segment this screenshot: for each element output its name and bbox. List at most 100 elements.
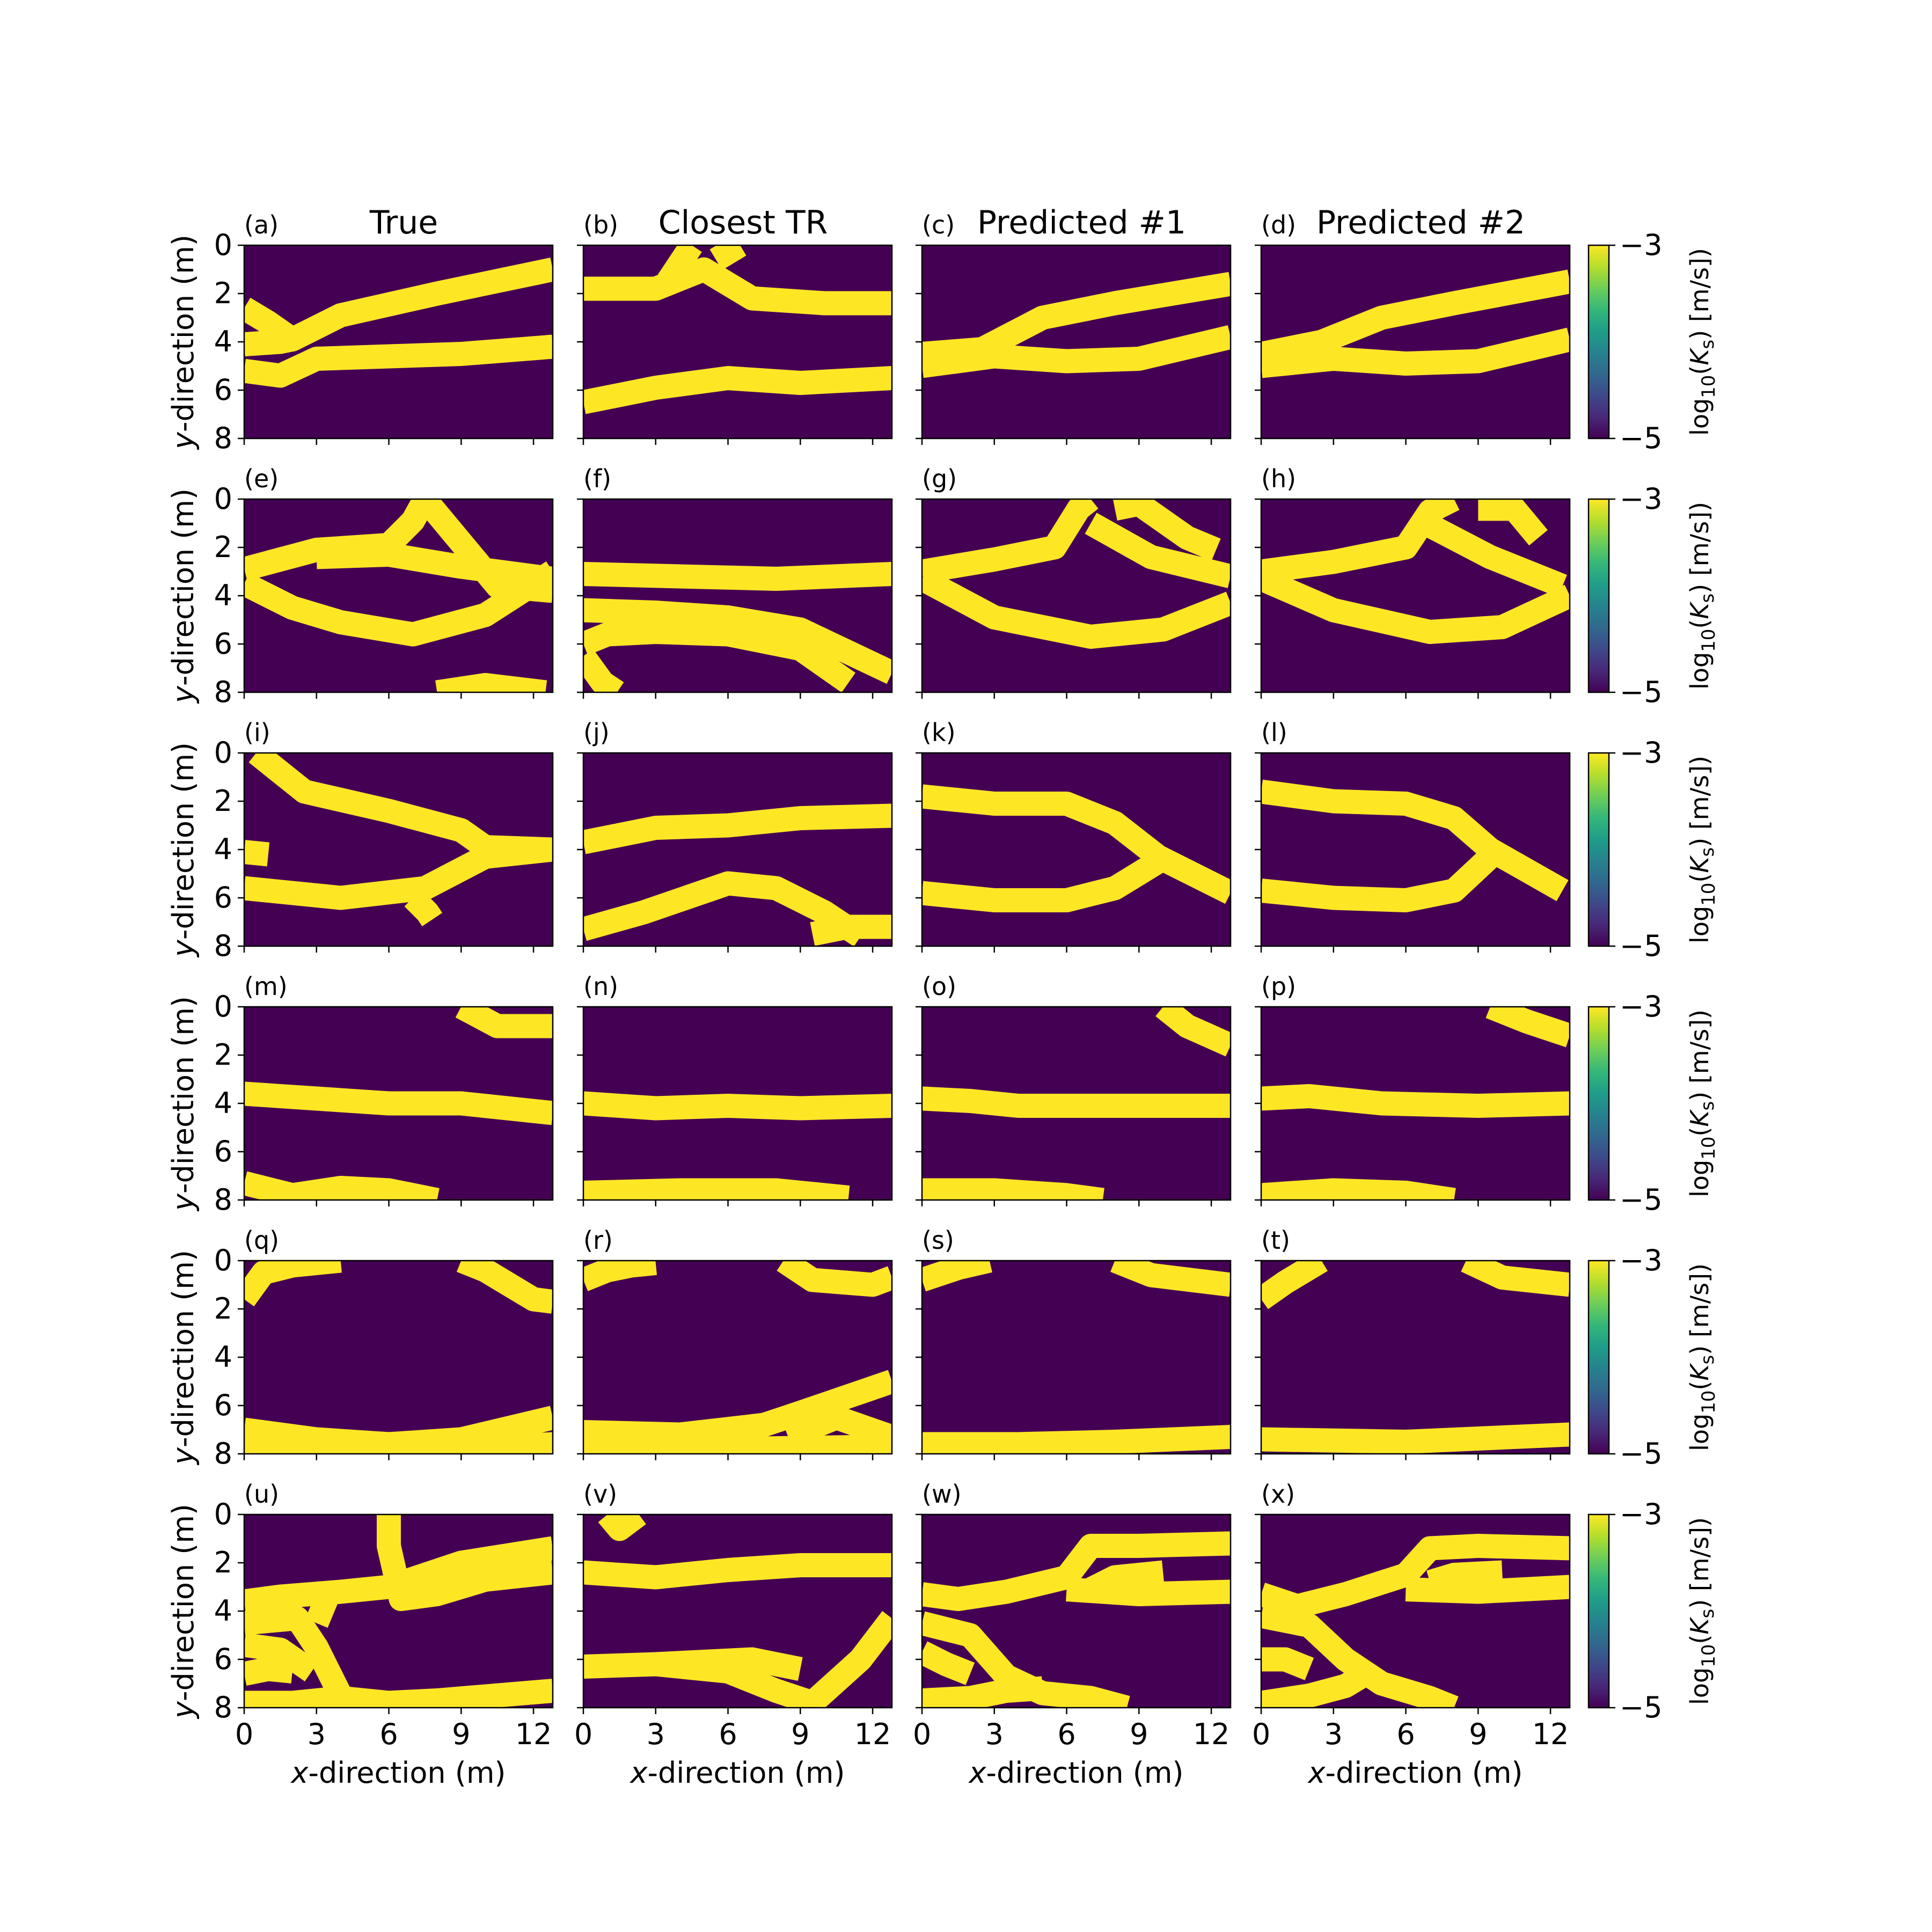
channel-mark: [1261, 499, 1460, 584]
channel-mark: [810, 914, 892, 946]
colorbar-label-part: log: [1685, 1160, 1714, 1197]
channel-mark: [244, 1633, 319, 1681]
panel-letter: (m): [244, 972, 288, 1001]
channel-group: [583, 1261, 892, 1454]
y-tick-label: 0: [214, 1497, 232, 1531]
panel-letter: (h): [1261, 464, 1296, 493]
channel-group: [583, 1514, 892, 1708]
colorbar-label-part: K: [1685, 1363, 1714, 1381]
channel-mark: [1478, 499, 1548, 546]
x-axis-label-text: -direction (m): [1325, 1756, 1523, 1790]
channel-mark: [1405, 1575, 1570, 1604]
channel-mark: [583, 803, 892, 854]
channel-mark: [244, 1081, 553, 1125]
channel-mark: [1261, 848, 1499, 912]
colorbar-6: −3 −5 log10(Ks) [m/s]): [1587, 1497, 1719, 1724]
channel-mark: [655, 1647, 803, 1681]
panel-g: (g): [916, 464, 1232, 699]
channel-mark: [1261, 269, 1570, 366]
x-axis-label-text: -direction (m): [986, 1756, 1183, 1790]
channel-mark: [583, 620, 856, 692]
colorbar-label-part: log: [1685, 906, 1714, 943]
colorbar-4: −3 −5 log10(Ks) [m/s]): [1587, 990, 1719, 1217]
channel-mark: [922, 1086, 1231, 1118]
y-axis-label: y-direction (m): [166, 488, 200, 704]
panel-r: (r): [577, 1226, 893, 1460]
field-background: [922, 1261, 1231, 1454]
y-axis-label: y-direction (m): [166, 996, 200, 1212]
channel-mark: [1113, 499, 1221, 561]
colorbar-tick-label: −3: [1620, 990, 1663, 1023]
y-tick-label: 0: [214, 482, 232, 516]
colorbar-label-part: s: [1697, 847, 1718, 857]
channel-mark: [455, 1007, 553, 1038]
channel-mark: [922, 499, 1099, 584]
colorbar-tick-label: −5: [1620, 1437, 1663, 1470]
channel-mark: [709, 245, 747, 270]
x-axis-label-text: -direction (m): [647, 1756, 845, 1790]
x-tick-label: 12: [515, 1717, 552, 1751]
x-tick-label: 3: [985, 1717, 1004, 1751]
colorbar-label-part: K: [1685, 1616, 1714, 1635]
panel-letter: (d): [1261, 210, 1296, 239]
channel-mark: [784, 1406, 892, 1448]
channel-group: [583, 245, 892, 414]
y-tick-label: 6: [214, 1642, 232, 1676]
channel-mark: [922, 1425, 1231, 1454]
channel-mark: [1261, 1422, 1570, 1454]
channel-mark: [244, 257, 553, 352]
colorbar-2: −3 −5 log10(Ks) [m/s]): [1587, 482, 1719, 709]
panel-v: (v) 0 3 6 9 12 x-direction (m): [574, 1480, 893, 1790]
colorbar-label-part: (: [1685, 1127, 1714, 1137]
panel-letter: (v): [583, 1480, 617, 1509]
x-axis-label: x-direction (m): [290, 1756, 506, 1790]
colorbar-label: log10(Ks) [m/s]): [1685, 1263, 1719, 1451]
panel-letter: (l): [1261, 718, 1287, 747]
channel-mark: [305, 1589, 340, 1628]
colorbar-label-part: s: [1697, 1355, 1718, 1365]
colorbar-label: log10(Ks) [m/s]): [1685, 248, 1719, 436]
colorbar-label-part: log: [1685, 1667, 1714, 1705]
channel-group: [922, 1261, 1231, 1454]
colorbar-label-part: 10: [1698, 883, 1719, 906]
channel-mark: [922, 568, 1231, 649]
panel-h: (h): [1255, 464, 1571, 699]
y-tick-label: 6: [214, 373, 232, 407]
channel-mark: [1424, 515, 1567, 597]
y-axis-label: y-direction (m): [166, 1504, 200, 1719]
channel-mark: [583, 562, 892, 591]
panel-d: (d): [1255, 210, 1571, 445]
colorbar-label-part: K: [1685, 601, 1714, 619]
y-axis-label-text: -direction (m): [166, 488, 200, 686]
channel-mark: [404, 889, 443, 926]
x-tick-label: 12: [854, 1717, 891, 1751]
channel-mark: [1261, 1084, 1570, 1118]
colorbar-tick-label: −3: [1620, 1497, 1663, 1531]
colorbar-label-part: K: [1685, 855, 1714, 873]
colorbar-gradient: [1587, 1513, 1610, 1709]
channel-group: [922, 499, 1231, 649]
y-tick-label: 8: [214, 929, 232, 963]
channel-mark: [1261, 327, 1570, 378]
colorbar-label-part: log: [1685, 652, 1714, 690]
x-tick-label: 12: [1193, 1717, 1230, 1751]
channel-mark: [583, 366, 892, 414]
channel-group: [1261, 269, 1570, 378]
x-axis-label-var: x: [290, 1756, 309, 1790]
colorbar-tick-label: −5: [1620, 421, 1663, 455]
colorbar-3: −3 −5 log10(Ks) [m/s]): [1587, 736, 1719, 963]
channel-group: [244, 1007, 553, 1200]
panel-letter: (x): [1261, 1480, 1295, 1509]
channel-mark: [1085, 1560, 1165, 1600]
colorbar-label-part: ) [m/s]): [1685, 756, 1714, 847]
y-tick-label: 4: [214, 579, 232, 612]
channel-group: [244, 257, 553, 388]
column-title: True: [369, 204, 438, 241]
x-tick-label: 3: [308, 1717, 326, 1751]
x-tick-label: 0: [235, 1717, 253, 1751]
channel-mark: [1426, 1560, 1503, 1594]
colorbar-label-part: (: [1685, 873, 1714, 883]
channel-mark: [1085, 513, 1231, 588]
